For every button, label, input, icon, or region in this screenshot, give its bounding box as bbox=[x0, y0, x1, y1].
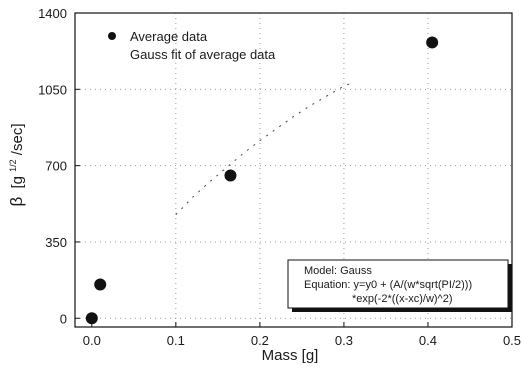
annotation-box-frame bbox=[287, 259, 509, 309]
legend-label-average: Average data bbox=[130, 29, 208, 44]
y-axis-label: β [g 1/2 /sec] bbox=[3, 123, 26, 206]
plot-frame bbox=[74, 12, 513, 328]
y-tick-label: 0 bbox=[60, 311, 67, 326]
fit-line bbox=[175, 82, 353, 216]
y-axis-symbol: β bbox=[7, 197, 26, 207]
y-tick-labels: 0 350 700 1050 1400 bbox=[38, 6, 67, 326]
data-point bbox=[426, 36, 439, 49]
annotation-line-model: Model: Gauss bbox=[304, 265, 372, 277]
y-tick-label: 700 bbox=[45, 159, 67, 174]
legend: Average data Gauss fit of average data bbox=[108, 29, 276, 62]
x-tick-label: 0.0 bbox=[83, 333, 101, 348]
fit-curve bbox=[175, 82, 353, 216]
model-annotation-box: Model: Gauss Equation: y=y0 + (A/(w*sqrt… bbox=[287, 259, 512, 312]
legend-marker-average bbox=[108, 32, 116, 40]
x-tick-label: 0.4 bbox=[419, 333, 437, 348]
y-axis-unit-post: /sec] bbox=[9, 123, 26, 155]
data-point bbox=[85, 312, 98, 325]
data-point bbox=[224, 169, 237, 182]
x-tick-label: 0.5 bbox=[503, 333, 521, 348]
y-tick-label: 1400 bbox=[38, 6, 67, 21]
x-tick-label: 0.1 bbox=[167, 333, 185, 348]
y-tick-label: 350 bbox=[45, 235, 67, 250]
x-tick-label: 0.2 bbox=[251, 333, 269, 348]
x-axis-label: Mass [g] bbox=[262, 347, 319, 364]
annotation-line-exp: *exp(-2*((x-xc)/w)^2) bbox=[352, 293, 453, 305]
axes bbox=[74, 12, 513, 328]
x-tick-labels: 0.0 0.1 0.2 0.3 0.4 0.5 bbox=[83, 333, 521, 348]
y-tick-label: 1050 bbox=[38, 82, 67, 97]
data-point bbox=[94, 278, 107, 291]
x-tick-label: 0.3 bbox=[335, 333, 353, 348]
y-axis-unit-sup: 1/2 bbox=[8, 159, 18, 172]
data-points bbox=[85, 36, 439, 325]
legend-label-fit: Gauss fit of average data bbox=[130, 47, 276, 62]
y-axis-unit-pre: [g bbox=[9, 176, 26, 189]
annotation-line-equation: Equation: y=y0 + (A/(w*sqrt(PI/2))) bbox=[304, 279, 472, 291]
